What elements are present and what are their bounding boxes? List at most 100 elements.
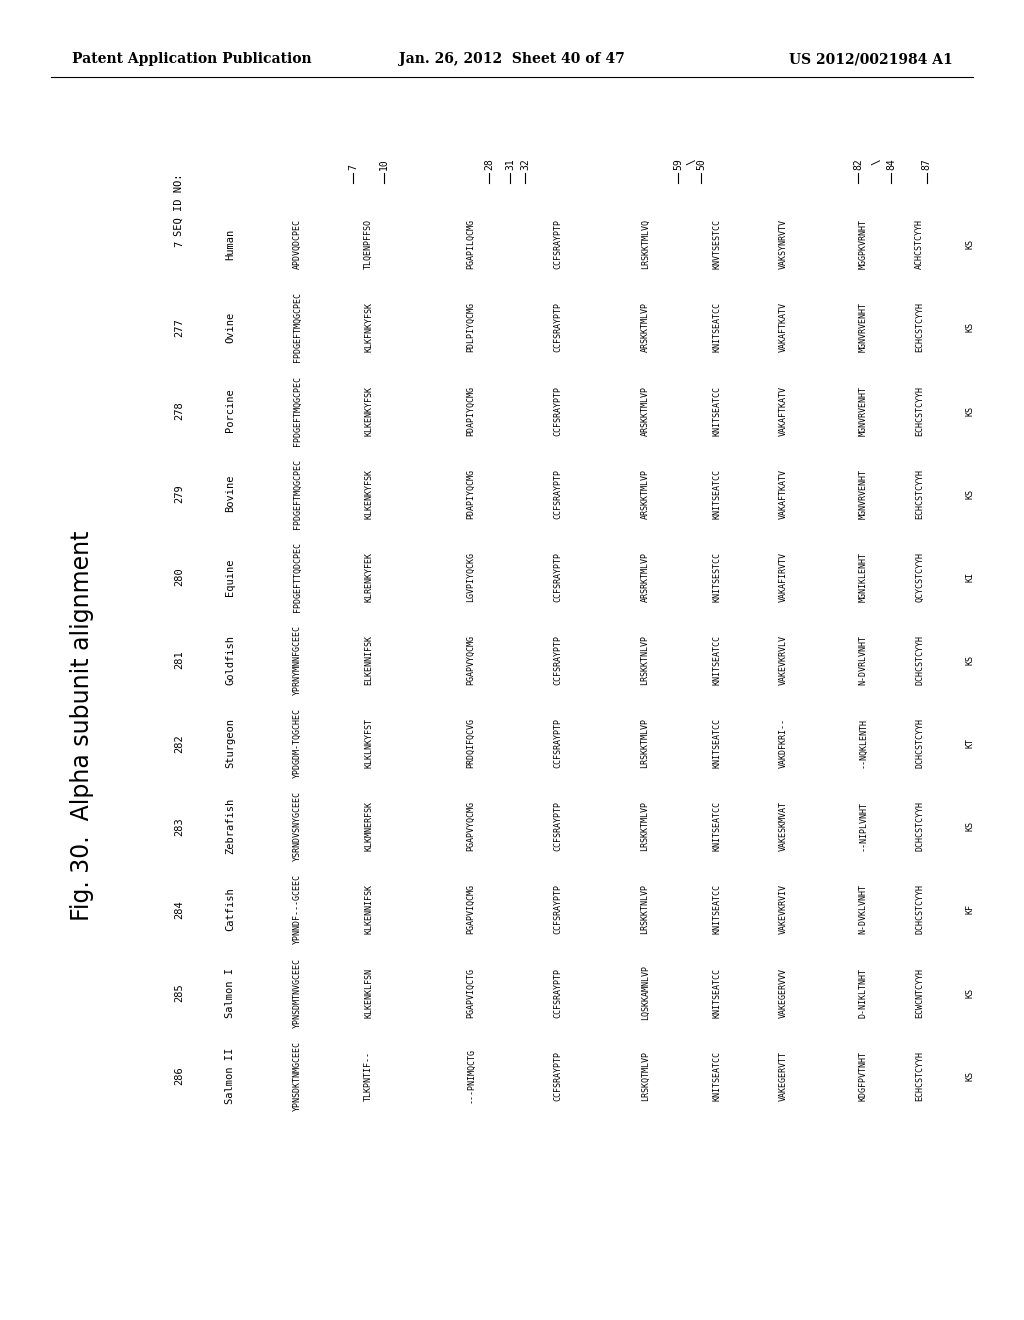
Text: TLKPNTIF--: TLKPNTIF-- (365, 1051, 373, 1101)
Text: Human: Human (225, 228, 236, 260)
Text: TLQENPFFSO: TLQENPFFSO (365, 219, 373, 269)
Text: Jan. 26, 2012  Sheet 40 of 47: Jan. 26, 2012 Sheet 40 of 47 (399, 53, 625, 66)
Text: CCFSRAYPTP: CCFSRAYPTP (554, 219, 562, 269)
Text: PGAPVYQCMG: PGAPVYQCMG (467, 801, 475, 851)
Text: ARSKKTMLVP: ARSKKTMLVP (641, 469, 649, 519)
Text: CCFSRAYPTP: CCFSRAYPTP (554, 302, 562, 352)
Text: KNITSEATCC: KNITSEATCC (713, 385, 721, 436)
Text: KNITSEATCC: KNITSEATCC (713, 718, 721, 768)
Text: VAKAFTKATV: VAKAFTKATV (779, 385, 787, 436)
Text: N-DVRLVNHT: N-DVRLVNHT (859, 635, 867, 685)
Text: ECWCNTCYYH: ECWCNTCYYH (915, 968, 924, 1018)
Text: Porcine: Porcine (225, 388, 236, 433)
Text: Fig. 30.  Alpha subunit alignment: Fig. 30. Alpha subunit alignment (70, 531, 94, 921)
Text: 7: 7 (348, 165, 358, 170)
Text: ---PNIMQCTG: ---PNIMQCTG (467, 1048, 475, 1104)
Text: CCFSRAYPTP: CCFSRAYPTP (554, 968, 562, 1018)
Text: 59: 59 (673, 158, 683, 170)
Text: CCFSRAYPTP: CCFSRAYPTP (554, 552, 562, 602)
Text: Catfish: Catfish (225, 887, 236, 932)
Text: 280: 280 (174, 568, 184, 586)
Text: ARSKKTMLVP: ARSKKTMLVP (641, 302, 649, 352)
Text: FPDGEFTMQGCPEC: FPDGEFTMQGCPEC (293, 458, 301, 529)
Text: YPDGDM-TQGCHEC: YPDGDM-TQGCHEC (293, 708, 301, 779)
Text: SEQ ID NO:: SEQ ID NO: (174, 173, 184, 236)
Text: VAKEVKRVLV: VAKEVKRVLV (779, 635, 787, 685)
Text: ECHCSTCYYH: ECHCSTCYYH (915, 469, 924, 519)
Text: KLRENKYFEK: KLRENKYFEK (365, 552, 373, 602)
Text: KNITSEATCC: KNITSEATCC (713, 801, 721, 851)
Text: ECHCSTCYYH: ECHCSTCYYH (915, 385, 924, 436)
Text: KS: KS (966, 405, 974, 416)
Text: CCFSRAYPTP: CCFSRAYPTP (554, 385, 562, 436)
Text: FPDGEFTMQGCPEC: FPDGEFTMQGCPEC (293, 292, 301, 363)
Text: Salmon I: Salmon I (225, 968, 236, 1018)
Text: PRDQIFQCVG: PRDQIFQCVG (467, 718, 475, 768)
Text: MGNIKLENHT: MGNIKLENHT (859, 552, 867, 602)
Text: 87: 87 (922, 158, 932, 170)
Text: KLKENKYFSK: KLKENKYFSK (365, 385, 373, 436)
Text: 10: 10 (379, 158, 389, 170)
Text: KLKENKYFSK: KLKENKYFSK (365, 469, 373, 519)
Text: --NQKLENTH: --NQKLENTH (859, 718, 867, 768)
Text: VAKAFIRVTV: VAKAFIRVTV (779, 552, 787, 602)
Text: DCHCSTCYYH: DCHCSTCYYH (915, 884, 924, 935)
Text: KDGFPVTNHT: KDGFPVTNHT (859, 1051, 867, 1101)
Text: ACHCSTCYYH: ACHCSTCYYH (915, 219, 924, 269)
Text: CCFSRAYPTP: CCFSRAYPTP (554, 469, 562, 519)
Text: US 2012/0021984 A1: US 2012/0021984 A1 (788, 53, 952, 66)
Text: PGAPVYQCMG: PGAPVYQCMG (467, 635, 475, 685)
Text: VAKESKMVAT: VAKESKMVAT (779, 801, 787, 851)
Text: 284: 284 (174, 900, 184, 919)
Text: 277: 277 (174, 318, 184, 337)
Text: QCYCSTCYYH: QCYCSTCYYH (915, 552, 924, 602)
Text: 32: 32 (520, 158, 530, 170)
Text: VAKAFTKATV: VAKAFTKATV (779, 302, 787, 352)
Text: CCFSRAYPTP: CCFSRAYPTP (554, 635, 562, 685)
Text: Patent Application Publication: Patent Application Publication (72, 53, 311, 66)
Text: KLKENNIFSK: KLKENNIFSK (365, 884, 373, 935)
Text: FPDGEFTTQDCPEC: FPDGEFTTQDCPEC (293, 541, 301, 612)
Text: CCFSRAYPTP: CCFSRAYPTP (554, 718, 562, 768)
Text: KS: KS (966, 1071, 974, 1081)
Text: 281: 281 (174, 651, 184, 669)
Text: N-DVKLVNHT: N-DVKLVNHT (859, 884, 867, 935)
Text: PDLPIYQCMG: PDLPIYQCMG (467, 302, 475, 352)
Text: ARSRKTMLVP: ARSRKTMLVP (641, 552, 649, 602)
Text: LRSKKTMLVP: LRSKKTMLVP (641, 718, 649, 768)
Text: KNITSEATCC: KNITSEATCC (713, 469, 721, 519)
Text: MGGPKVRNHT: MGGPKVRNHT (859, 219, 867, 269)
Text: LRSKKTNLVP: LRSKKTNLVP (641, 635, 649, 685)
Text: KS: KS (966, 488, 974, 499)
Text: Zebrafish: Zebrafish (225, 799, 236, 854)
Text: KLKENKLFSN: KLKENKLFSN (365, 968, 373, 1018)
Text: 283: 283 (174, 817, 184, 836)
Text: KNITSEATCC: KNITSEATCC (713, 1051, 721, 1101)
Text: YPNNDF---GCEEC: YPNNDF---GCEEC (293, 874, 301, 945)
Text: KI: KI (966, 572, 974, 582)
Text: 7: 7 (174, 242, 184, 247)
Text: VAKEGERVVV: VAKEGERVVV (779, 968, 787, 1018)
Text: KT: KT (966, 738, 974, 748)
Text: Goldfish: Goldfish (225, 635, 236, 685)
Text: KLKMNERFSK: KLKMNERFSK (365, 801, 373, 851)
Text: Salmon II: Salmon II (225, 1048, 236, 1104)
Text: 84: 84 (886, 158, 896, 170)
Text: VAKSYNRVTV: VAKSYNRVTV (779, 219, 787, 269)
Text: ELKENNIFSK: ELKENNIFSK (365, 635, 373, 685)
Text: PDAPIYQCMG: PDAPIYQCMG (467, 385, 475, 436)
Text: 279: 279 (174, 484, 184, 503)
Text: LRSKKTMLVQ: LRSKKTMLVQ (641, 219, 649, 269)
Text: 286: 286 (174, 1067, 184, 1085)
Text: Equine: Equine (225, 558, 236, 595)
Text: CCFSRAYPTP: CCFSRAYPTP (554, 884, 562, 935)
Text: 285: 285 (174, 983, 184, 1002)
Text: KS: KS (966, 821, 974, 832)
Text: APDVQDCPEC: APDVQDCPEC (293, 219, 301, 269)
Text: KNITSEATCC: KNITSEATCC (713, 635, 721, 685)
Text: CCFSRAYPTP: CCFSRAYPTP (554, 801, 562, 851)
Text: \: \ (871, 158, 882, 165)
Text: YPNSDKTNMGCEEC: YPNSDKTNMGCEEC (293, 1040, 301, 1111)
Text: LRSKKTNLVP: LRSKKTNLVP (641, 884, 649, 935)
Text: KS: KS (966, 987, 974, 998)
